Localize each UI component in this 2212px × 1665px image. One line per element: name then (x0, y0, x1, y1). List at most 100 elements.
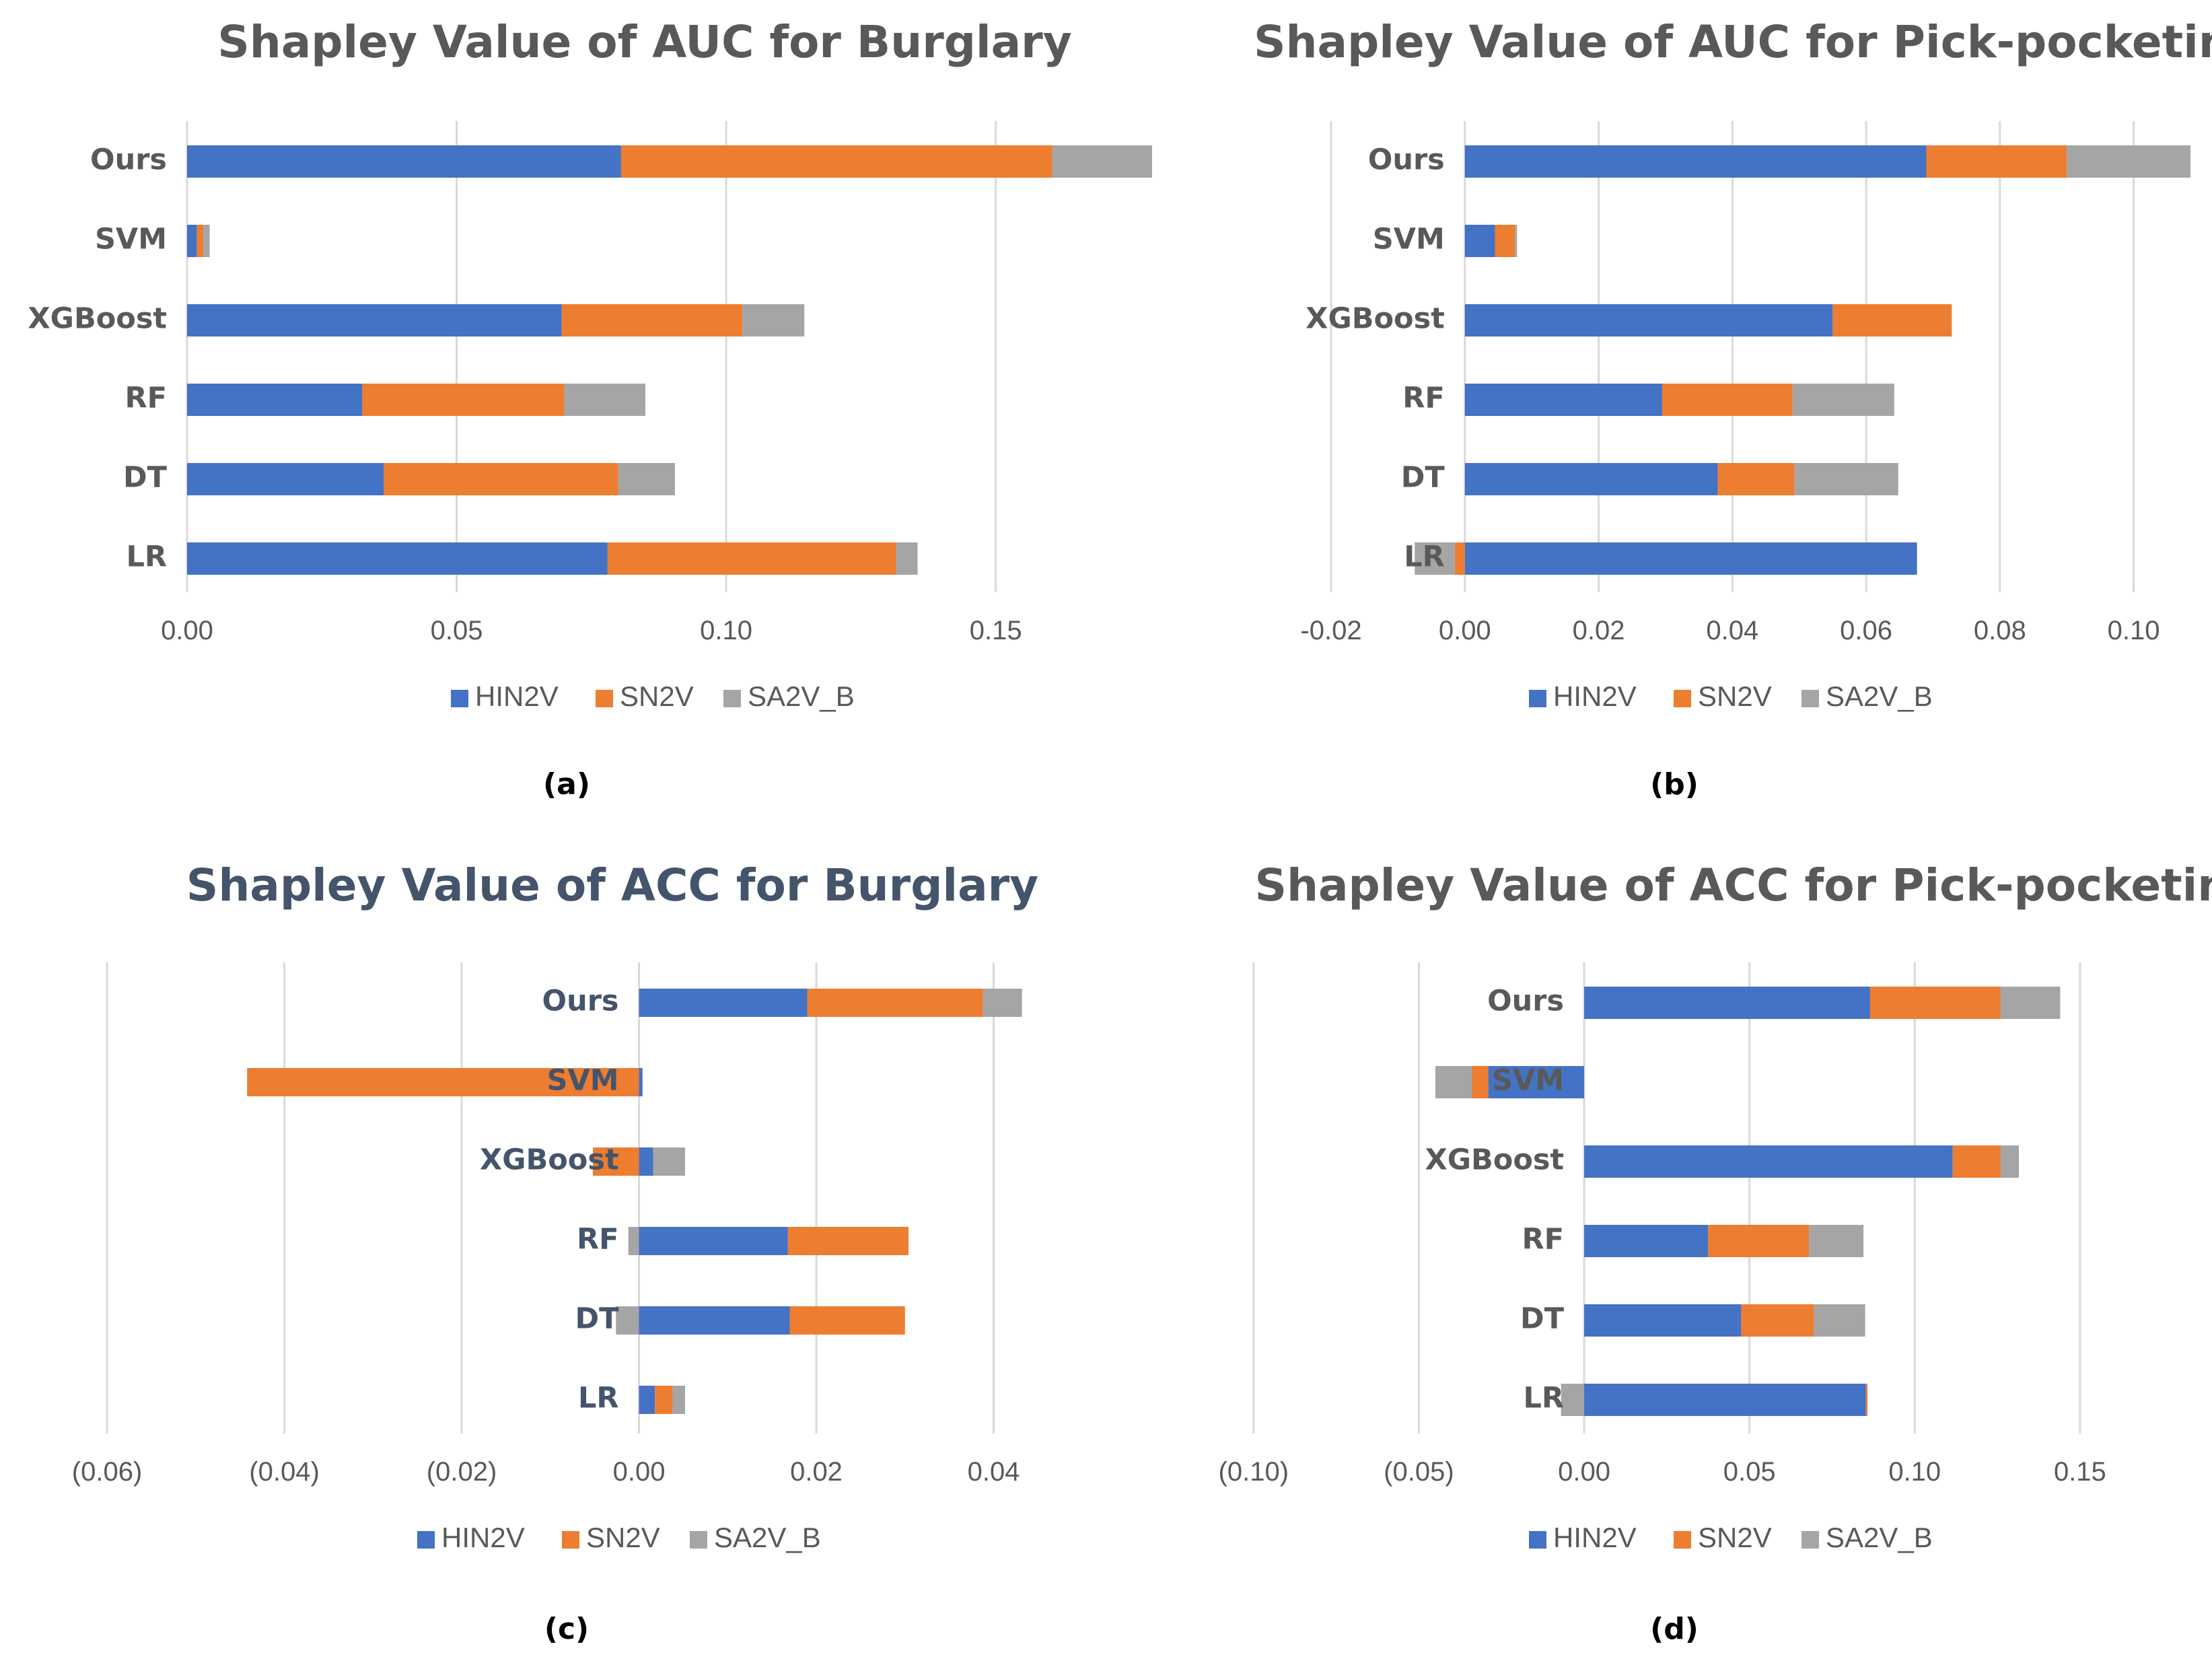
chart-panel-c: Shapley Value of ACC for Burglary (0.06)… (72, 859, 1038, 1646)
category-label-rf: RF (125, 382, 167, 415)
x-tick-label: 0.02 (1573, 616, 1625, 645)
bar-sa2v-b-xgboost (2000, 1145, 2019, 1178)
bar-sn2v-xgboost (561, 304, 743, 336)
legend-label-sa2v-b: SA2V_B (1826, 680, 1933, 712)
legend-label-sn2v: SN2V (620, 680, 694, 712)
category-label-dt: DT (1401, 461, 1446, 495)
bar-hin2v-svm (187, 225, 197, 257)
legend-swatch-hin2v (1529, 690, 1546, 707)
bar-sn2v-rf (1662, 384, 1793, 416)
bar-sa2v-b-dt (616, 1306, 639, 1335)
legend-swatch-sa2v-b (1801, 1531, 1819, 1549)
bar-hin2v-xgboost (1584, 1145, 1953, 1178)
legend-swatch-hin2v (417, 1531, 435, 1549)
x-tick-label: 0.00 (1439, 616, 1491, 645)
bar-hin2v-lr (639, 1386, 655, 1414)
legend-label-sn2v: SN2V (1698, 680, 1772, 712)
bar-hin2v-rf (1584, 1225, 1709, 1257)
x-tick-label: 0.10 (1888, 1457, 1941, 1487)
category-label-svm: SVM (1373, 223, 1445, 256)
bar-hin2v-dt (639, 1306, 790, 1335)
category-label-xgboost: XGBoost (1425, 1143, 1564, 1177)
bar-sa2v-b-ours (2067, 145, 2191, 178)
bar-sn2v-lr (607, 542, 896, 575)
bar-sn2v-dt (384, 463, 618, 495)
x-tick-label: 0.10 (2108, 616, 2160, 645)
bar-sa2v-b-dt (618, 463, 676, 495)
plot-area-c: (0.06) (0.04) (0.02) 0.00 0.02 0.04 Ours SVM XGB… (72, 962, 1022, 1487)
bar-hin2v-lr (1464, 542, 1917, 575)
x-tick-label: 0.04 (1706, 616, 1758, 645)
category-label-dt: DT (575, 1302, 619, 1336)
bar-sn2v-dt (1741, 1304, 1814, 1337)
chart-panel-d: Shapley Value of ACC for Pick-pocketing … (1219, 859, 2212, 1646)
bar-sa2v-b-xgboost (653, 1147, 686, 1176)
x-tick-label: 0.00 (161, 616, 213, 645)
bar-hin2v-xgboost (639, 1147, 653, 1176)
caption-c: (c) (544, 1612, 589, 1646)
legend-c: HIN2V SN2V SA2V_B (417, 1522, 821, 1553)
caption-b: (b) (1650, 767, 1699, 802)
category-label-rf: RF (577, 1223, 618, 1256)
bar-sa2v-b-ours (2000, 987, 2061, 1019)
x-tick-label: (0.10) (1219, 1457, 1289, 1487)
legend-label-sn2v: SN2V (1698, 1522, 1772, 1553)
plot-area-b: -0.02 0.00 0.02 0.04 0.06 0.08 0.10 Ours SVM XGBo… (1300, 121, 2191, 645)
legend-label-sa2v-b: SA2V_B (748, 680, 855, 712)
category-label-dt: DT (1520, 1302, 1565, 1336)
chart-panel-b: Shapley Value of AUC for Pick-pocketing … (1254, 16, 2212, 802)
legend-label-hin2v: HIN2V (475, 680, 559, 712)
legend-swatch-sn2v (1674, 690, 1691, 707)
bar-hin2v-lr (187, 542, 608, 575)
chart-title-d: Shapley Value of ACC for Pick-pocketing (1255, 859, 2212, 911)
chart-title-c: Shapley Value of ACC for Burglary (186, 859, 1038, 911)
bar-sn2v-xgboost (1832, 304, 1952, 336)
chart-panel-a: Shapley Value of AUC for Burglary 0.00 0.… (28, 16, 1152, 802)
bar-sn2v-xgboost (593, 1147, 639, 1176)
bar-hin2v-ours (1584, 987, 1870, 1019)
bar-sn2v-lr (1454, 542, 1465, 575)
chart-title-a: Shapley Value of AUC for Burglary (217, 16, 1072, 68)
bar-sa2v-b-ours (983, 989, 1022, 1017)
legend-swatch-sa2v-b (690, 1531, 707, 1549)
category-label-lr: LR (1404, 540, 1445, 574)
category-label-ours: Ours (1487, 985, 1564, 1018)
bar-sa2v-b-lr (1415, 542, 1455, 575)
bar-hin2v-lr (1584, 1384, 1866, 1416)
bar-hin2v-rf (639, 1227, 788, 1255)
x-tick-label: (0.05) (1384, 1457, 1454, 1487)
legend-swatch-sa2v-b (723, 690, 741, 707)
bar-sn2v-lr (655, 1386, 673, 1414)
bar-hin2v-rf (187, 384, 363, 416)
x-tick-label: 0.10 (700, 616, 752, 645)
bar-hin2v-svm (1488, 1066, 1585, 1098)
bar-sa2v-b-svm (1515, 225, 1518, 257)
category-label-lr: LR (126, 540, 167, 574)
x-tick-label: 0.08 (1974, 616, 2026, 645)
bar-hin2v-ours (1464, 145, 1927, 178)
bar-hin2v-svm (1464, 225, 1495, 257)
legend-swatch-sa2v-b (1801, 690, 1819, 707)
bar-sn2v-lr (1865, 1384, 1868, 1416)
bar-sa2v-b-lr (1561, 1384, 1585, 1416)
category-label-rf: RF (1522, 1223, 1564, 1256)
category-label-rf: RF (1402, 382, 1444, 415)
legend-label-hin2v: HIN2V (1553, 680, 1637, 712)
category-label-ours: Ours (542, 985, 619, 1018)
category-label-dt: DT (123, 461, 168, 495)
legend-swatch-hin2v (451, 690, 468, 707)
bar-sa2v-b-rf (1792, 384, 1894, 416)
bar-sn2v-rf (787, 1227, 909, 1255)
bar-sa2v-b-lr (672, 1386, 686, 1414)
bar-sn2v-ours (807, 989, 983, 1017)
category-label-lr: LR (1524, 1382, 1565, 1415)
x-tick-label: 0.04 (968, 1457, 1020, 1487)
x-tick-label: 0.00 (1558, 1457, 1610, 1487)
bar-sn2v-ours (620, 145, 1053, 178)
bar-sn2v-svm (247, 1068, 639, 1096)
bar-hin2v-dt (1464, 463, 1718, 495)
chart-title-b: Shapley Value of AUC for Pick-pocketing (1254, 16, 2212, 68)
category-label-svm: SVM (546, 1064, 618, 1098)
legend-label-sa2v-b: SA2V_B (714, 1522, 821, 1553)
